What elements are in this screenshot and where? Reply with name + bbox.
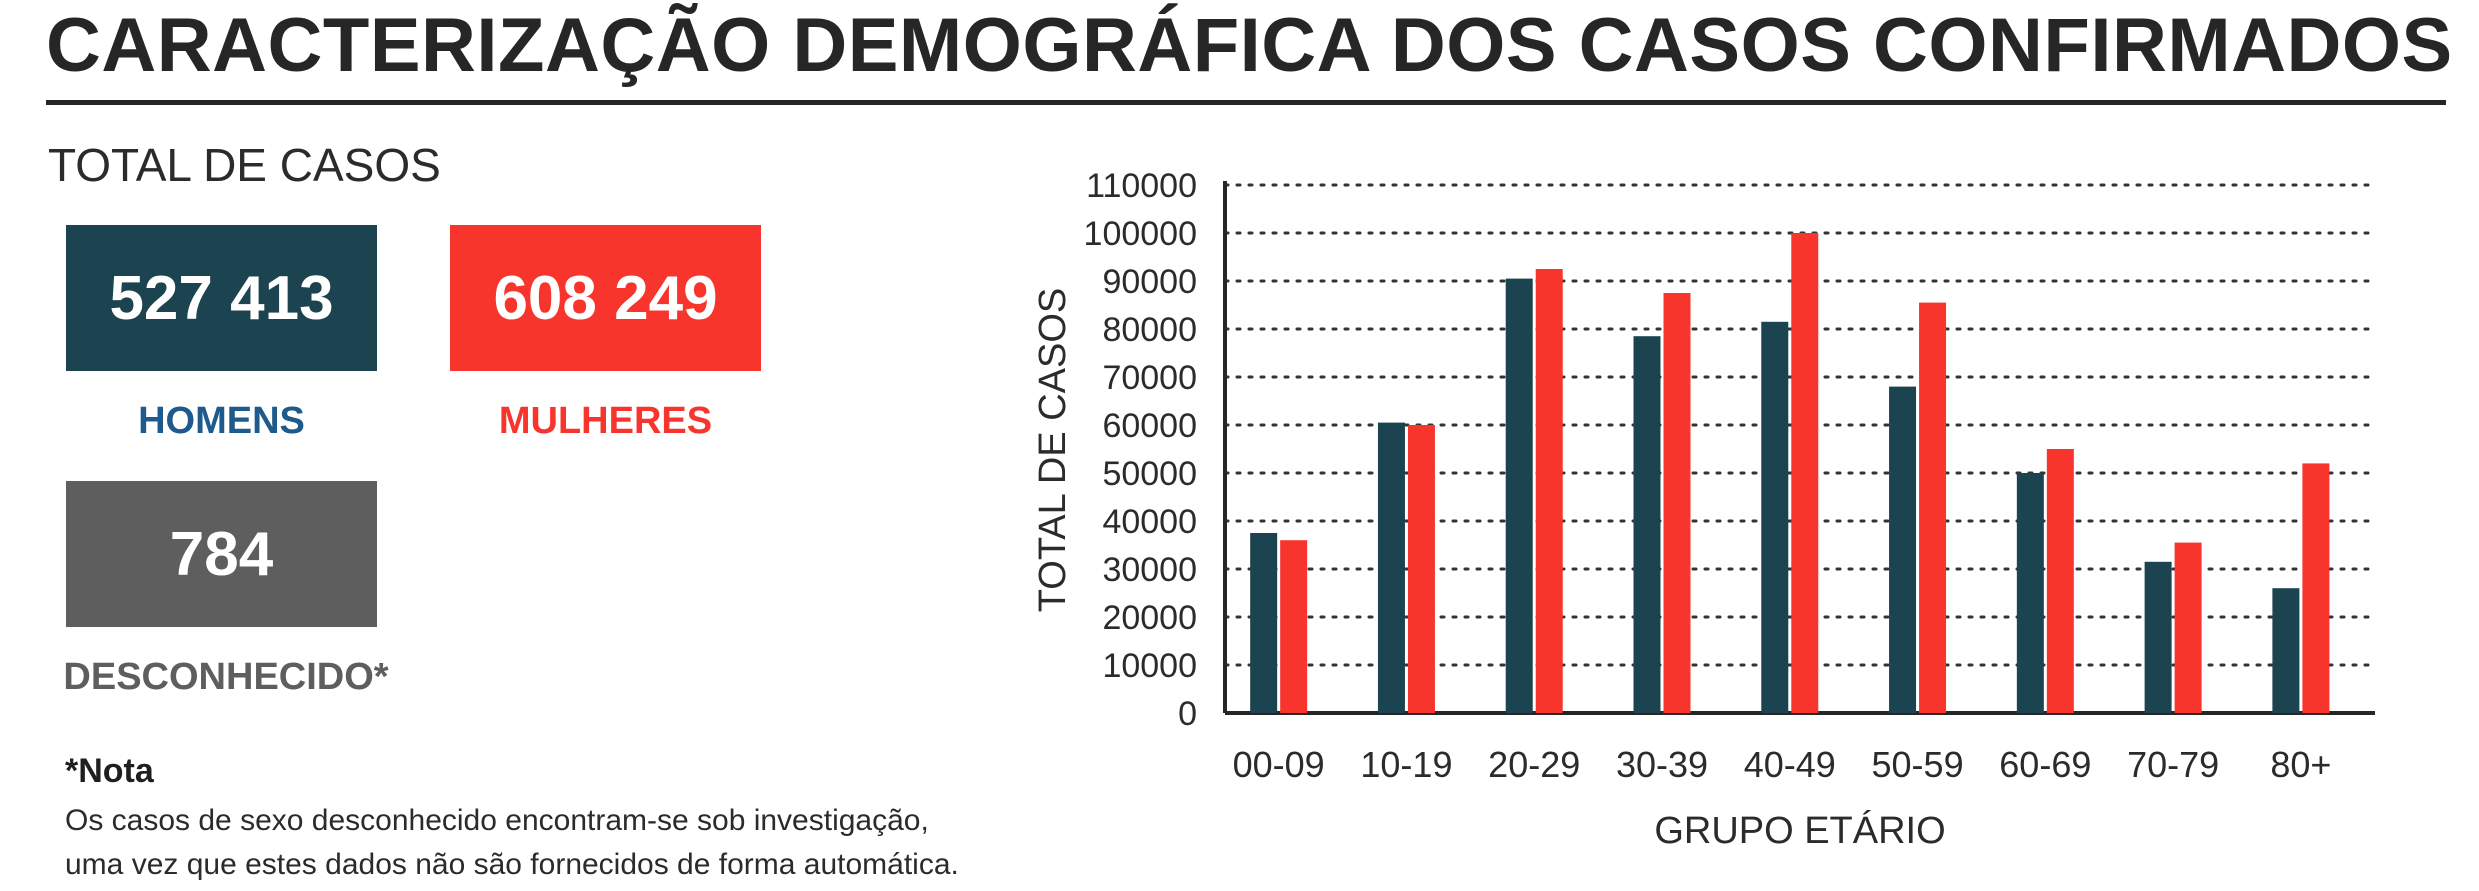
x-tick-label: 70-79: [2127, 744, 2219, 785]
note-line: Os casos de sexo desconhecido encontram-…: [65, 804, 929, 837]
bar-40-49-series-2: [1791, 233, 1819, 713]
y-tick-label: 20000: [1102, 599, 1197, 637]
x-tick-label: 60-69: [1999, 744, 2091, 785]
x-axis-title: GRUPO ETÁRIO: [1654, 809, 1945, 852]
women-label: MULHERES: [498, 400, 713, 442]
bar-20-29-series-2: [1535, 269, 1563, 713]
bar-30-39-series-1: [1633, 336, 1661, 713]
unknown-total-box: 784: [66, 481, 377, 627]
y-tick-label: 90000: [1102, 263, 1197, 301]
women-total-box: 608 249: [450, 225, 761, 371]
unknown-total-value: 784: [169, 519, 274, 589]
y-tick-label: 50000: [1102, 455, 1197, 493]
bar-10-19-series-2: [1407, 425, 1435, 713]
bar-50-59-series-2: [1919, 302, 1947, 713]
note-title: *Nota: [65, 752, 154, 790]
bar-50-59-series-1: [1889, 386, 1917, 713]
y-tick-label: 10000: [1102, 647, 1197, 685]
x-tick-label: 50-59: [1872, 744, 1964, 785]
bar-40-49-series-1: [1761, 321, 1789, 713]
y-tick-label: 110000: [1086, 167, 1197, 205]
bar-10-19-series-1: [1377, 422, 1405, 713]
y-tick-label: 40000: [1102, 503, 1197, 541]
page-title: CARACTERIZAÇÃO DEMOGRÁFICA DOS CASOS CON…: [46, 3, 2453, 88]
x-tick-label: 00-09: [1233, 744, 1325, 785]
women-total-value: 608 249: [493, 263, 718, 333]
bar-00-09-series-1: [1250, 533, 1278, 713]
x-tick-label: 80+: [2270, 744, 2331, 785]
y-tick-label: 0: [1178, 695, 1197, 733]
x-tick-label: 30-39: [1616, 744, 1708, 785]
unknown-label: DESCONHECIDO*: [63, 656, 389, 698]
bar-70-79-series-2: [2174, 542, 2202, 713]
men-total-box: 527 413: [66, 225, 377, 371]
x-tick-label: 40-49: [1744, 744, 1836, 785]
note-line: uma vez que estes dados não são fornecid…: [65, 848, 959, 881]
bar-60-69-series-2: [2046, 449, 2074, 713]
age-group-bar-chart: 0 10000 20000 30000 40000 50000 60000 70000 8000…: [1032, 167, 2377, 852]
y-tick-label: 100000: [1084, 215, 1197, 253]
y-axis-title: TOTAL DE CASOS: [1032, 288, 1074, 612]
men-total-value: 527 413: [109, 263, 334, 333]
totals-label: TOTAL DE CASOS: [48, 139, 441, 191]
x-tick-label: 20-29: [1488, 744, 1580, 785]
title-divider: [46, 100, 2446, 105]
bar-30-39-series-2: [1663, 293, 1691, 713]
bar-80+-series-2: [2302, 463, 2330, 713]
bar-70-79-series-1: [2144, 561, 2172, 713]
y-tick-label: 80000: [1102, 311, 1197, 349]
y-tick-label: 30000: [1102, 551, 1197, 589]
men-label: HOMENS: [138, 400, 305, 442]
bar-80+-series-1: [2272, 588, 2300, 713]
bar-00-09-series-2: [1280, 540, 1308, 713]
y-tick-label: 60000: [1102, 407, 1197, 445]
bar-20-29-series-1: [1505, 278, 1533, 713]
x-tick-label: 10-19: [1360, 744, 1452, 785]
bar-60-69-series-1: [2016, 473, 2044, 713]
y-tick-label: 70000: [1102, 359, 1197, 397]
